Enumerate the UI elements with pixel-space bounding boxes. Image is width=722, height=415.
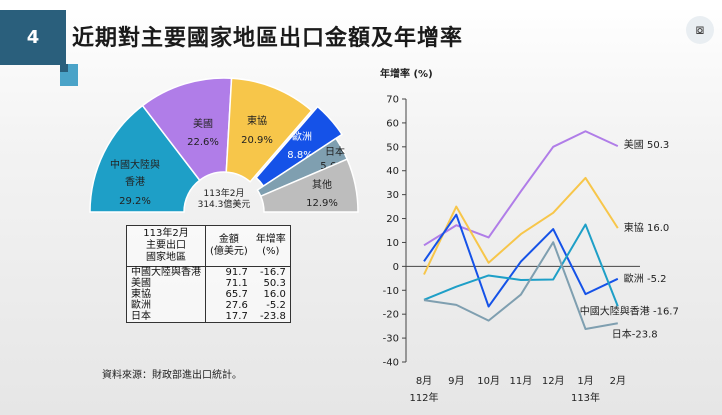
pie-slice-2 [225, 77, 313, 183]
table-row: 中國大陸與香港 91.7 -16.7 [126, 266, 291, 278]
table-cell-amount: 91.7 [225, 267, 248, 278]
screenshot-lens-icon[interactable]: ⧇ [686, 16, 714, 44]
y-tick-label: -20 [383, 310, 399, 321]
pie-value-1: 22.6% [187, 137, 219, 148]
pie-label-line2-0: 香港 [125, 176, 145, 188]
source-note: 資料來源：財政部進出口統計。 [102, 370, 242, 381]
x-tick-label: 9月 [448, 375, 464, 387]
badge-accent-dark [60, 64, 68, 72]
series-line-2 [423, 213, 619, 308]
table-header-region: 113年2月 主要出口 國家地區 [126, 225, 206, 267]
table-row: 歐洲 27.6 -5.2 [126, 300, 291, 311]
table-cell-region: 日本 [126, 311, 206, 323]
pie-value-5: 12.9% [306, 198, 338, 209]
y-tick-label: 30 [386, 190, 399, 201]
y-tick-label: 10 [386, 238, 399, 249]
table-row: 東協 65.7 16.0 [126, 289, 291, 300]
x-year-label: 112年 [409, 391, 438, 404]
table-cell-region: 中國大陸與香港 [126, 266, 206, 278]
table-cell-growth: 50.3 [263, 278, 286, 289]
table-cell-amount: 71.1 [225, 278, 248, 289]
pie-slice-0 [89, 104, 201, 213]
x-tick-label: 12月 [542, 375, 565, 387]
series-end-label-3: 中國大陸與香港 -16.7 [580, 304, 679, 317]
pie-label-2: 東協 [247, 114, 267, 127]
pie-label-3: 歐洲 [292, 130, 312, 143]
series-end-label-4: 日本-23.8 [612, 327, 658, 340]
line-ylabel: 年增率 (%) [380, 67, 433, 80]
table-cell-growth: -16.7 [259, 267, 286, 278]
table-cell-region: 美國 [126, 278, 206, 289]
table-cell-growth: -23.8 [259, 311, 286, 322]
table-cell-growth: 16.0 [263, 289, 286, 300]
pie-label-5: 其他 [312, 178, 332, 191]
table-cell-region: 東協 [126, 289, 206, 300]
y-tick-label: -10 [383, 286, 399, 297]
x-year-label: 113年 [571, 391, 600, 404]
page-title: 近期對主要國家地區出口金額及年增率 [72, 26, 464, 51]
table-header-growth: 年增率 (%) [251, 225, 291, 267]
table-row: 美國 71.1 50.3 [126, 278, 291, 289]
series-line-4 [423, 241, 618, 331]
y-tick-label: 70 [386, 95, 399, 106]
y-tick-label: 40 [386, 166, 399, 177]
table-header-row: 113年2月 主要出口 國家地區 金額 (億美元) 年增率 (%) [126, 225, 291, 267]
x-tick-label: 11月 [510, 375, 533, 387]
x-tick-label: 1月 [577, 375, 593, 387]
table-row: 日本 17.7 -23.8 [126, 311, 291, 323]
series-line-1 [423, 176, 619, 275]
series-end-label-1: 東協 16.0 [624, 221, 669, 234]
x-tick-label: 8月 [416, 375, 432, 387]
y-tick-label: 0 [393, 262, 399, 273]
pie-center-line1: 113年2月 [204, 187, 245, 199]
y-tick-label: 60 [386, 118, 399, 129]
header-bar [0, 0, 722, 10]
table-cell-growth: -5.2 [266, 300, 286, 311]
table-header-amount: 金額 (億美元) [205, 225, 252, 267]
table-cell-amount: 65.7 [225, 289, 248, 300]
pie-center-line2: 314.3億美元 [198, 198, 251, 210]
pie-value-3: 8.8% [287, 150, 312, 161]
pie-value-2: 20.9% [241, 135, 273, 146]
table-cell-region: 歐洲 [126, 300, 206, 311]
x-tick-label: 2月 [610, 375, 626, 387]
pie-label-1: 美國 [193, 117, 213, 130]
section-number-badge: 4 [0, 10, 66, 65]
y-tick-label: -40 [383, 358, 399, 369]
y-tick-label: 50 [386, 142, 399, 153]
series-end-label-0: 美國 50.3 [624, 138, 669, 151]
pie-label-4: 日本 [325, 145, 345, 158]
series-line-3 [423, 223, 619, 307]
pie-slice-5 [259, 158, 359, 213]
pie-label-0: 中國大陸與 [110, 158, 160, 171]
export-table: 113年2月 主要出口 國家地區 金額 (億美元) 年增率 (%) 中國大陸與香… [126, 225, 291, 323]
y-tick-label: -30 [383, 334, 399, 345]
series-end-label-2: 歐洲 -5.2 [624, 272, 667, 285]
y-tick-label: 20 [386, 214, 399, 225]
series-line-0 [423, 130, 619, 247]
pie-value-0: 29.2% [119, 196, 151, 207]
x-tick-label: 10月 [477, 375, 500, 387]
table-cell-amount: 17.7 [225, 311, 248, 322]
table-cell-amount: 27.6 [225, 300, 248, 311]
